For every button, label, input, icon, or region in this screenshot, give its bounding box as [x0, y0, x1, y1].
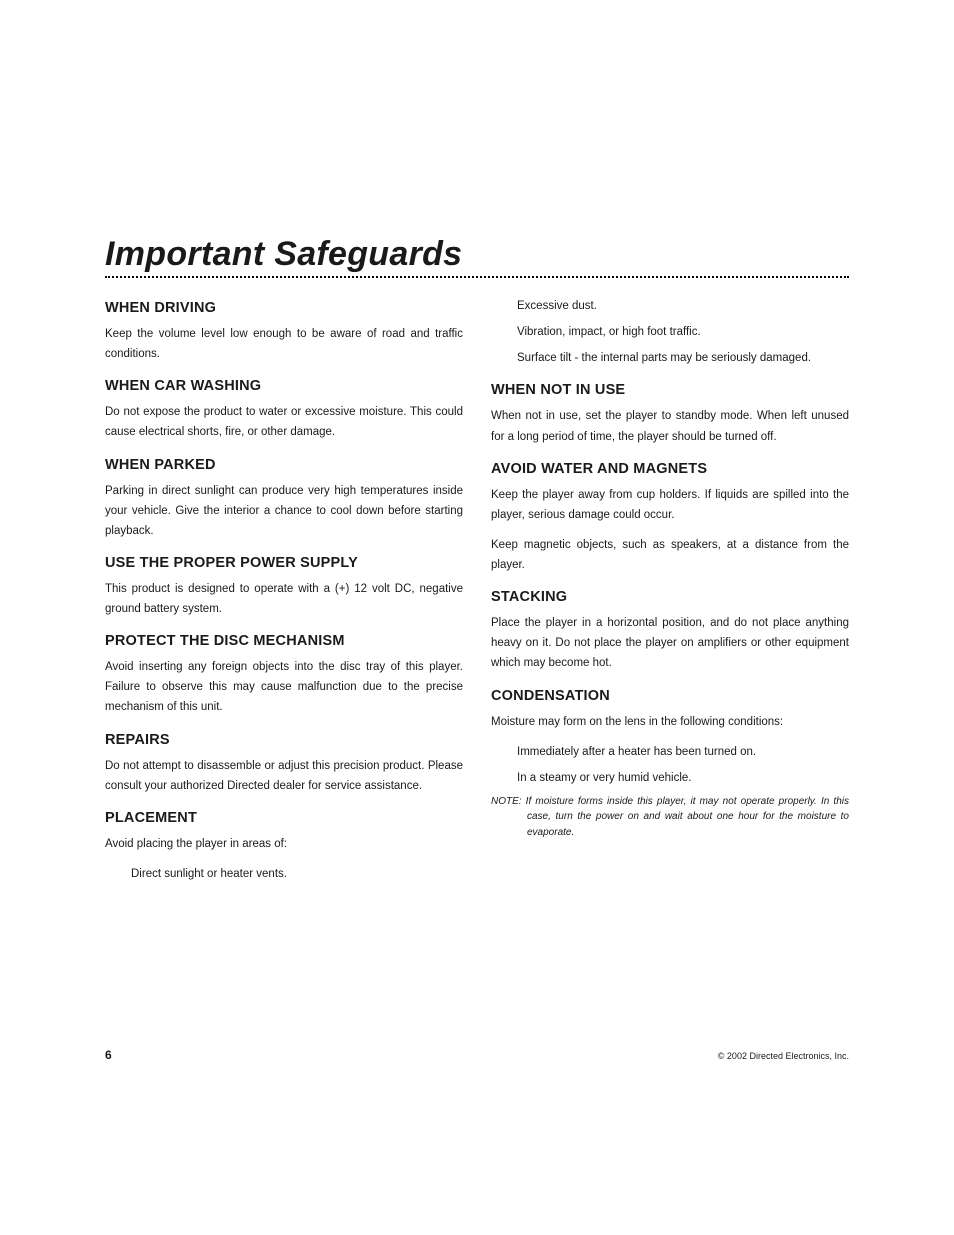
body-text: Keep the volume level low enough to be a… [105, 324, 463, 364]
body-text: Do not attempt to disassemble or adjust … [105, 756, 463, 796]
section-heading: PLACEMENT [105, 810, 463, 826]
section: REPAIRS Do not attempt to disassemble or … [105, 732, 463, 796]
section: CONDENSATION Moisture may form on the len… [491, 688, 849, 841]
page-number: 6 [105, 1048, 112, 1062]
left-column: WHEN DRIVING Keep the volume level low en… [105, 296, 463, 898]
section-heading: CONDENSATION [491, 688, 849, 704]
section: PLACEMENT Avoid placing the player in are… [105, 810, 463, 884]
indented-item: Direct sunlight or heater vents. [131, 864, 463, 884]
section-heading: REPAIRS [105, 732, 463, 748]
section-heading: WHEN DRIVING [105, 300, 463, 316]
section: USE THE PROPER POWER SUPPLY This product … [105, 555, 463, 619]
page-footer: 6 © 2002 Directed Electronics, Inc. [105, 1048, 849, 1062]
body-text: Keep magnetic objects, such as speakers,… [491, 535, 849, 575]
page-title: Important Safeguards [105, 235, 849, 274]
body-text: Do not expose the product to water or ex… [105, 402, 463, 442]
section: STACKING Place the player in a horizontal… [491, 589, 849, 673]
section-heading: WHEN CAR WASHING [105, 378, 463, 394]
continued-indented-list: Excessive dust. Vibration, impact, or hig… [491, 296, 849, 368]
section: AVOID WATER AND MAGNETS Keep the player a… [491, 461, 849, 576]
section-heading: WHEN NOT IN USE [491, 382, 849, 398]
indented-item: Surface tilt - the internal parts may be… [517, 348, 849, 368]
note-text: NOTE: If moisture forms inside this play… [491, 794, 849, 841]
indented-item: Excessive dust. [517, 296, 849, 316]
section: WHEN DRIVING Keep the volume level low en… [105, 300, 463, 364]
section-heading: AVOID WATER AND MAGNETS [491, 461, 849, 477]
indented-item: Immediately after a heater has been turn… [517, 742, 849, 762]
section-heading: WHEN PARKED [105, 457, 463, 473]
right-column: Excessive dust. Vibration, impact, or hig… [491, 296, 849, 898]
body-text: Avoid placing the player in areas of: [105, 834, 463, 854]
body-text: This product is designed to operate with… [105, 579, 463, 619]
content-columns: WHEN DRIVING Keep the volume level low en… [105, 296, 849, 898]
body-text: Keep the player away from cup holders. I… [491, 485, 849, 525]
document-page: Important Safeguards WHEN DRIVING Keep th… [0, 0, 954, 898]
indented-list: Direct sunlight or heater vents. [105, 864, 463, 884]
section-heading: USE THE PROPER POWER SUPPLY [105, 555, 463, 571]
section: WHEN PARKED Parking in direct sunlight ca… [105, 457, 463, 541]
body-text: Moisture may form on the lens in the fol… [491, 712, 849, 732]
body-text: Avoid inserting any foreign objects into… [105, 657, 463, 717]
indented-item: In a steamy or very humid vehicle. [517, 768, 849, 788]
title-block: Important Safeguards [105, 235, 849, 278]
title-divider [105, 276, 849, 278]
body-text: When not in use, set the player to stand… [491, 406, 849, 446]
copyright: © 2002 Directed Electronics, Inc. [718, 1051, 849, 1061]
section-heading: PROTECT THE DISC MECHANISM [105, 633, 463, 649]
section: PROTECT THE DISC MECHANISM Avoid insertin… [105, 633, 463, 717]
body-text: Parking in direct sunlight can produce v… [105, 481, 463, 541]
section-heading: STACKING [491, 589, 849, 605]
body-text: Place the player in a horizontal positio… [491, 613, 849, 673]
section: WHEN CAR WASHING Do not expose the produc… [105, 378, 463, 442]
section: WHEN NOT IN USE When not in use, set the … [491, 382, 849, 446]
indented-list: Immediately after a heater has been turn… [491, 742, 849, 788]
indented-item: Vibration, impact, or high foot traffic. [517, 322, 849, 342]
